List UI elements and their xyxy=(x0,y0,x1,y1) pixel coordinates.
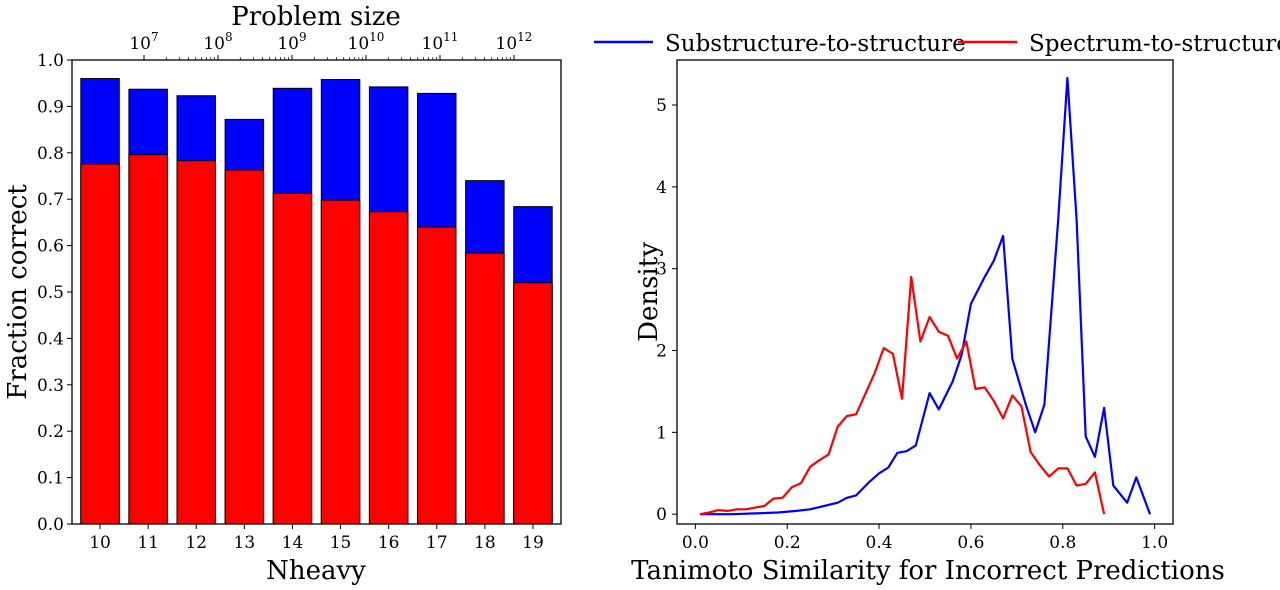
right-lines-group xyxy=(699,76,1152,516)
x-tick-label: 12 xyxy=(185,533,207,553)
line-substructure xyxy=(700,76,1152,516)
x-tick-label: 0.0 xyxy=(682,533,709,553)
bar-spectrum-11 xyxy=(128,154,168,525)
y-tick-label: 0 xyxy=(656,505,667,525)
left-top-axis-label: Problem size xyxy=(231,2,401,32)
top-tick-label: 109 xyxy=(277,30,306,54)
y-tick-label: 0.4 xyxy=(37,329,64,349)
y-tick-label: 1.0 xyxy=(37,51,64,71)
y-tick-label: 0.6 xyxy=(37,237,64,257)
y-tick-label: 0.0 xyxy=(37,515,64,535)
bar-spectrum-17 xyxy=(417,226,457,525)
y-tick-label: 0.8 xyxy=(37,144,64,164)
y-tick-label: 0.2 xyxy=(37,422,64,442)
y-tick-label: 3 xyxy=(656,260,667,280)
y-tick-label: 0.5 xyxy=(37,283,64,303)
y-tick-label: 0.7 xyxy=(37,190,64,210)
legend: Substructure-to-structure Spectrum-to-st… xyxy=(594,31,1280,57)
x-tick-label: 19 xyxy=(522,533,544,553)
y-tick-label: 0.3 xyxy=(37,376,64,396)
line-spectrum xyxy=(699,275,1106,516)
left-y-axis-label: Fraction correct xyxy=(3,184,33,400)
left-x-ticks: 10 11 12 13 14 15 16 17 18 19 xyxy=(89,524,544,553)
x-tick-label: 10 xyxy=(89,533,111,553)
bar-spectrum-12 xyxy=(176,160,216,525)
x-tick-label: 16 xyxy=(378,533,400,553)
x-tick-label: 15 xyxy=(330,533,352,553)
y-tick-label: 2 xyxy=(656,342,667,362)
left-bar-chart: 0.00.10.20.30.40.50.60.70.80.91.0 10 11 12… xyxy=(3,2,562,586)
x-tick-label: 14 xyxy=(282,533,304,553)
bar-spectrum-15 xyxy=(320,199,361,525)
y-tick-label: 1 xyxy=(656,423,667,443)
x-tick-label: 0.8 xyxy=(1049,533,1076,553)
top-tick-label: 1011 xyxy=(422,30,459,54)
x-tick-label: 0.6 xyxy=(957,533,984,553)
y-tick-label: 0.9 xyxy=(37,97,64,117)
right-plot-frame xyxy=(676,59,1174,525)
x-tick-label: 11 xyxy=(137,533,159,553)
top-tick-label: 107 xyxy=(129,30,158,54)
left-y-ticks: 0.0 0.1 0.2 0.3 0.4 0.5 0.6 0.7 0.8 0.9 1.0 xyxy=(37,51,72,535)
left-top-ticks: 107 108 109 1010 1011 1012 xyxy=(129,30,532,60)
right-y-ticks: 0 1 2 3 4 5 xyxy=(656,96,677,525)
right-x-ticks: 0.0 0.2 0.4 0.6 0.8 1.0 xyxy=(682,524,1168,553)
top-tick-label: 1010 xyxy=(348,30,385,54)
legend-label-substructure: Substructure-to-structure xyxy=(665,31,966,57)
bar-spectrum-14 xyxy=(272,192,313,525)
x-tick-label: 0.2 xyxy=(774,533,801,553)
bar-spectrum-19 xyxy=(513,282,553,525)
right-y-axis-label: Density xyxy=(634,242,664,342)
y-tick-label: 5 xyxy=(656,96,667,116)
y-tick-label: 4 xyxy=(656,178,667,198)
x-tick-label: 0.4 xyxy=(866,533,893,553)
top-tick-label: 108 xyxy=(203,30,232,54)
top-tick-label: 1012 xyxy=(496,30,533,54)
x-tick-label: 1.0 xyxy=(1141,533,1168,553)
bar-spectrum-16 xyxy=(368,211,409,525)
right-x-axis-label: Tanimoto Similarity for Incorrect Predic… xyxy=(631,556,1225,586)
left-bars-group xyxy=(80,78,553,525)
y-tick-label: 0.1 xyxy=(37,469,64,489)
x-tick-label: 13 xyxy=(234,533,256,553)
x-tick-label: 18 xyxy=(474,533,496,553)
bar-spectrum-10 xyxy=(80,163,120,525)
bar-spectrum-18 xyxy=(465,252,505,525)
legend-label-spectrum: Spectrum-to-structure xyxy=(1029,31,1280,57)
right-line-chart: 0 1 2 3 4 5 0.0 0.2 0.4 0.6 0.8 1.0 Density Tanimo… xyxy=(631,59,1225,586)
x-tick-label: 17 xyxy=(426,533,448,553)
bar-spectrum-13 xyxy=(224,169,265,525)
left-x-axis-label: Nheavy xyxy=(266,556,366,586)
